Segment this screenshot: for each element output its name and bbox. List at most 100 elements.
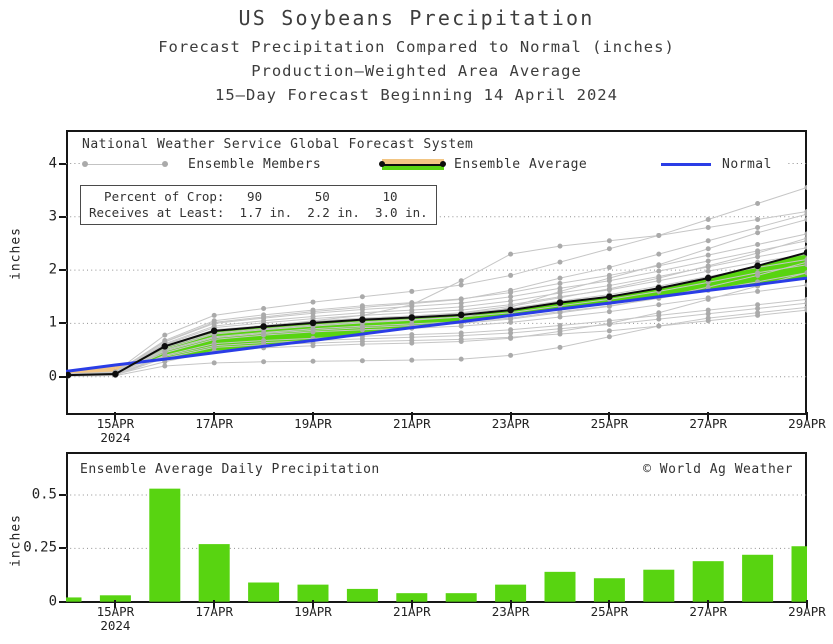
ensemble-average-point: [606, 293, 613, 300]
ensemble-member-point: [558, 315, 563, 320]
ensemble-member-point: [409, 358, 414, 363]
ensemble-member-point: [459, 283, 464, 288]
y-tick: [59, 216, 66, 218]
ensemble-member-point: [360, 325, 365, 330]
ensemble-member-point: [261, 315, 266, 320]
ensemble-member-point: [360, 305, 365, 310]
ensemble-member-point: [409, 289, 414, 294]
x-tick-label: 27APR: [689, 417, 727, 431]
ensemble-average-point: [409, 314, 416, 321]
y-tick: [59, 547, 66, 549]
y-tick: [59, 322, 66, 324]
ensemble-member-point: [162, 364, 167, 369]
x-tick-label: 25APR: [591, 417, 629, 431]
ensemble-member-point: [261, 359, 266, 364]
ensemble-member-point: [558, 260, 563, 265]
ensemble-average-point: [458, 312, 465, 319]
ensemble-member-point: [508, 252, 513, 257]
ensemble-member-point: [656, 310, 661, 315]
ensemble-member-point: [360, 336, 365, 341]
ensemble-member-point: [656, 276, 661, 281]
subtitle-area-average: Production–Weighted Area Average: [0, 62, 833, 80]
ensemble-member-point: [706, 253, 711, 258]
ensemble-member-point: [459, 333, 464, 338]
ensemble-member-point: [311, 359, 316, 364]
ensemble-member-point: [311, 300, 316, 305]
ensemble-member-point: [360, 294, 365, 299]
ensemble-member-point: [508, 336, 513, 341]
ensemble-member-point: [508, 273, 513, 278]
ensemble-member-point: [656, 324, 661, 329]
ensemble-member-point: [212, 313, 217, 318]
ensemble-member-point: [706, 297, 711, 302]
ensemble-member-point: [706, 269, 711, 274]
ensemble-member-point: [656, 262, 661, 267]
ensemble-member-point: [755, 289, 760, 294]
ensemble-member-point: [656, 252, 661, 257]
ensemble-member-point: [558, 281, 563, 286]
daily-precip-bar: [545, 572, 576, 602]
ensemble-member-point: [508, 317, 513, 322]
ensemble-average-point: [112, 371, 119, 378]
ensemble-member-point: [508, 299, 513, 304]
x-tick-label: 29APR: [788, 605, 826, 619]
y-tick-label: 1: [49, 315, 57, 331]
x-tick-label: 17APR: [195, 605, 233, 619]
ensemble-member-point: [360, 358, 365, 363]
normal-label: Normal: [722, 157, 772, 172]
ensemble-member-point: [706, 259, 711, 264]
daily-precipitation-bar-chart: Ensemble Average Daily Precipitation © W…: [66, 452, 807, 603]
ensemble-member-point: [459, 297, 464, 302]
daily-precip-bar: [248, 583, 279, 602]
ensemble-member-point: [706, 217, 711, 222]
y-tick-label: 0: [49, 593, 57, 609]
y-tick: [59, 601, 66, 603]
ensemble-member-point: [311, 309, 316, 314]
x-tick-label: 27APR: [689, 605, 727, 619]
x-tick-label: 17APR: [195, 417, 233, 431]
ensemble-member-point: [755, 306, 760, 311]
x-tick-label: 15APR 2024: [97, 417, 135, 445]
ensemble-member-point: [755, 225, 760, 230]
ensemble-member-point: [805, 185, 808, 190]
ensemble-members-dot-icon: [82, 161, 88, 167]
ensemble-member-point: [558, 345, 563, 350]
x-tick-label: 21APR: [393, 417, 431, 431]
ensemble-member-point: [755, 273, 760, 278]
ensemble-member-point: [706, 316, 711, 321]
ensemble-member-line: [68, 299, 807, 375]
subtitle-forecast-period: 15–Day Forecast Beginning 14 April 2024: [0, 86, 833, 104]
daily-precip-bar: [66, 597, 82, 601]
daily-precip-bar: [347, 589, 378, 602]
x-tick-label: 23APR: [492, 605, 530, 619]
y-tick-label: 0.5: [32, 487, 57, 503]
ensemble-member-point: [311, 343, 316, 348]
ensemble-average-label: Ensemble Average: [454, 157, 587, 172]
ensemble-member-point: [755, 230, 760, 235]
ensemble-member-point: [212, 320, 217, 325]
ensemble-member-point: [409, 335, 414, 340]
ensemble-member-point: [805, 283, 808, 288]
daily-precip-bar: [446, 593, 477, 602]
ensemble-average-point: [260, 323, 267, 330]
ensemble-member-point: [706, 238, 711, 243]
surplus-deficit-band-green: [382, 165, 444, 170]
ensemble-member-point: [706, 246, 711, 251]
ensemble-members-dot-icon: [162, 161, 168, 167]
ensemble-member-point: [459, 357, 464, 362]
percent-of-crop-box: Percent of Crop: 90 50 10 Receives at Le…: [80, 185, 437, 225]
ensemble-member-point: [508, 288, 513, 293]
subtitle-comparison: Forecast Precipitation Compared to Norma…: [0, 38, 833, 56]
ensemble-member-point: [656, 302, 661, 307]
ensemble-member-point: [607, 328, 612, 333]
ensemble-average-point: [162, 343, 169, 350]
ensemble-member-point: [706, 263, 711, 268]
ensemble-member-point: [607, 246, 612, 251]
ensemble-member-point: [508, 353, 513, 358]
y-tick-label: 0.25: [23, 540, 57, 556]
ensemble-member-point: [409, 302, 414, 307]
ensemble-member-point: [558, 289, 563, 294]
ensemble-average-dot-icon: [440, 161, 446, 167]
ensemble-member-point: [755, 310, 760, 315]
legend-row: Ensemble Members Ensemble Average Normal: [82, 156, 782, 174]
